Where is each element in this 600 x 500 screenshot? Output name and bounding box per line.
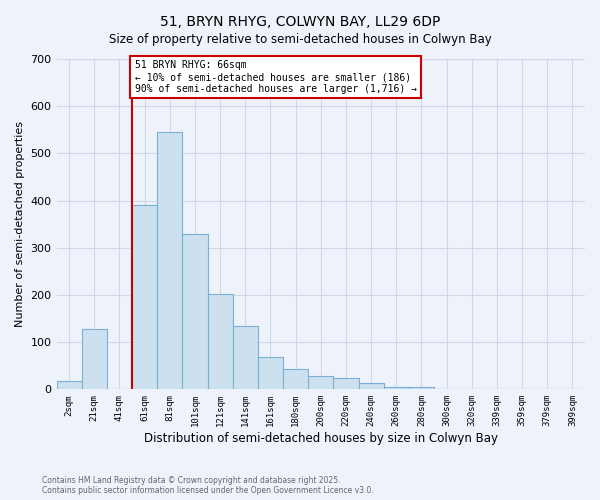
Bar <box>258 357 283 390</box>
Bar <box>308 376 334 390</box>
Bar <box>359 383 383 390</box>
Bar <box>409 388 434 390</box>
Y-axis label: Number of semi-detached properties: Number of semi-detached properties <box>15 121 25 327</box>
Bar <box>233 326 258 390</box>
Bar <box>56 381 82 390</box>
Bar <box>82 329 107 390</box>
Text: Contains HM Land Registry data © Crown copyright and database right 2025.
Contai: Contains HM Land Registry data © Crown c… <box>42 476 374 495</box>
Text: Size of property relative to semi-detached houses in Colwyn Bay: Size of property relative to semi-detach… <box>109 32 491 46</box>
Bar <box>334 378 359 390</box>
Bar <box>208 294 233 390</box>
Text: 51 BRYN RHYG: 66sqm
← 10% of semi-detached houses are smaller (186)
90% of semi-: 51 BRYN RHYG: 66sqm ← 10% of semi-detach… <box>134 60 416 94</box>
X-axis label: Distribution of semi-detached houses by size in Colwyn Bay: Distribution of semi-detached houses by … <box>144 432 498 445</box>
Bar <box>157 132 182 390</box>
Text: 51, BRYN RHYG, COLWYN BAY, LL29 6DP: 51, BRYN RHYG, COLWYN BAY, LL29 6DP <box>160 15 440 29</box>
Bar <box>132 206 157 390</box>
Bar <box>182 234 208 390</box>
Bar <box>383 386 409 390</box>
Bar <box>283 369 308 390</box>
